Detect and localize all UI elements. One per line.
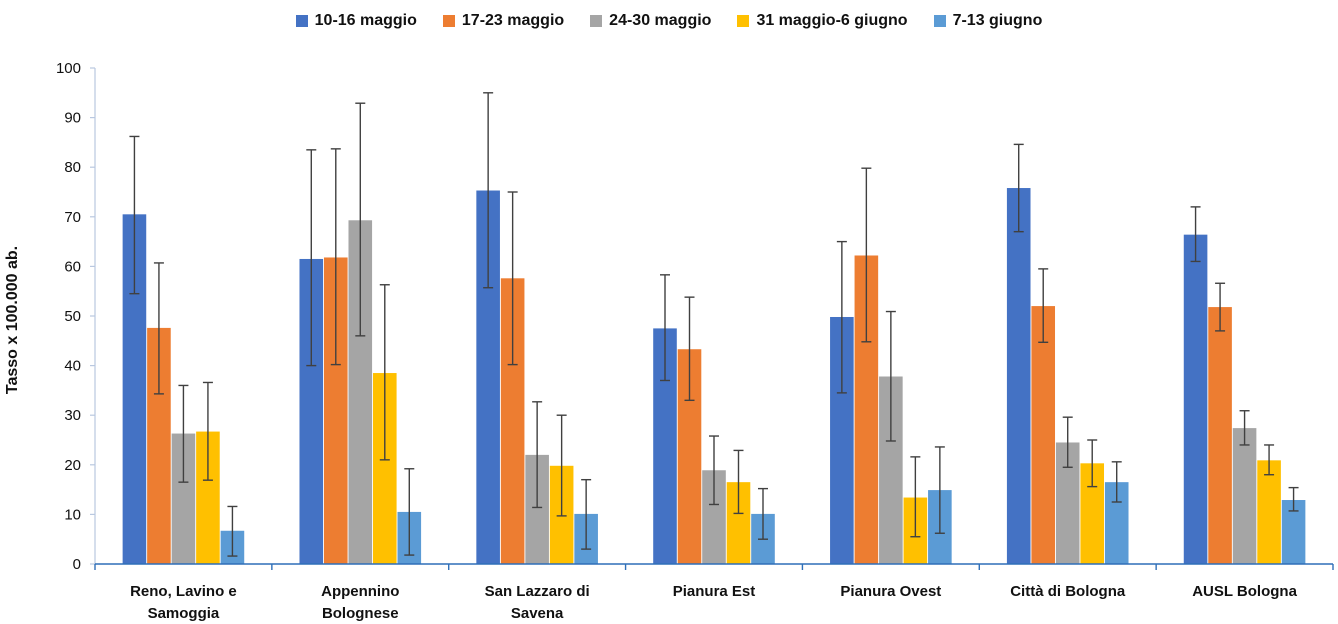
legend-item: 17-23 maggio <box>442 12 565 30</box>
legend-item: 7-13 giugno <box>933 12 1043 30</box>
legend-label: 31 maggio-6 giugno <box>756 12 908 29</box>
x-category-label-line: Pianura Ovest <box>840 583 941 600</box>
bar <box>702 470 726 564</box>
bar <box>879 376 903 564</box>
legend-label: 24-30 maggio <box>609 12 712 29</box>
bar <box>171 433 196 564</box>
bar <box>1104 482 1129 564</box>
bar <box>1281 500 1306 564</box>
y-tick-label: 40 <box>64 358 81 375</box>
y-tick-label: 50 <box>64 308 81 325</box>
x-category-label: Pianura Ovest <box>840 583 941 600</box>
bar <box>830 316 854 564</box>
y-tick-label: 30 <box>64 407 81 424</box>
legend: 10-16 maggio 17-23 maggio 24-30 maggio 31 m… <box>0 12 1338 30</box>
bar <box>323 257 348 564</box>
bars <box>122 188 1306 565</box>
bar <box>1257 460 1281 564</box>
bar <box>677 349 702 564</box>
y-tick-label: 60 <box>64 258 81 275</box>
legend-swatch <box>737 15 750 27</box>
legend-item: 10-16 maggio <box>295 12 417 30</box>
x-category-label-line: Savena <box>511 605 564 622</box>
y-tick-label: 0 <box>73 556 81 573</box>
bar <box>1208 307 1232 564</box>
error-bars <box>129 92 1299 557</box>
legend-swatch <box>590 15 603 27</box>
x-category-label-line: AUSL Bologna <box>1192 583 1297 600</box>
y-axis-label: Tasso x 100.000 ab. <box>4 245 21 395</box>
x-category-label-line: Bolognese <box>322 605 399 622</box>
y-tick-label: 80 <box>64 159 81 176</box>
x-category-label: Pianura Est <box>673 583 756 600</box>
legend-swatch <box>933 15 946 27</box>
bar <box>299 258 324 564</box>
legend-swatch <box>442 15 455 27</box>
bar <box>372 373 397 564</box>
x-category-label-line: Città di Bologna <box>1010 583 1126 600</box>
bar <box>1232 428 1257 564</box>
bar <box>122 214 147 564</box>
bar <box>525 454 549 564</box>
legend-label: 7-13 giugno <box>952 12 1043 29</box>
bar <box>1055 442 1080 564</box>
x-category-label-line: Appennino <box>321 583 399 600</box>
y-tick-label: 20 <box>64 457 81 474</box>
y-tick-label: 90 <box>64 110 81 127</box>
y-tick-label: 100 <box>56 60 81 77</box>
legend-item: 31 maggio-6 giugno <box>737 12 908 30</box>
bar <box>196 431 220 564</box>
y-axis: 0 10 20 30 40 50 60 70 80 90 100 <box>56 60 96 573</box>
x-category-label: Città di Bologna <box>1010 583 1126 600</box>
y-tick-label: 70 <box>64 209 81 226</box>
bar <box>653 328 677 564</box>
legend-label: 17-23 maggio <box>461 12 565 29</box>
bar <box>500 278 525 564</box>
x-category-label: AUSL Bologna <box>1192 583 1297 600</box>
bar <box>1006 188 1031 565</box>
bar <box>476 190 500 564</box>
x-axis: Reno, Lavino e Samoggia Appennino Bolognese… <box>94 563 1334 622</box>
x-category-label: Appennino Bolognese <box>321 583 399 622</box>
x-category-label: San Lazzaro di Savena <box>485 583 590 622</box>
bar <box>1183 234 1208 564</box>
legend-label: 10-16 maggio <box>314 12 417 29</box>
bar <box>1080 463 1105 564</box>
x-category-label-line: Samoggia <box>148 605 220 622</box>
x-category-label-line: Pianura Est <box>673 583 756 600</box>
x-category-label-line: Reno, Lavino e <box>130 583 237 600</box>
bar <box>1031 306 1056 564</box>
y-tick-label: 10 <box>64 506 81 523</box>
bar <box>348 220 373 564</box>
x-category-label: Reno, Lavino e Samoggia <box>130 583 237 622</box>
bar <box>147 327 171 564</box>
bar <box>726 482 751 564</box>
x-category-label-line: San Lazzaro di <box>485 583 590 600</box>
legend-swatch <box>295 15 308 27</box>
bar <box>854 255 879 564</box>
legend-item: 24-30 maggio <box>590 12 711 30</box>
